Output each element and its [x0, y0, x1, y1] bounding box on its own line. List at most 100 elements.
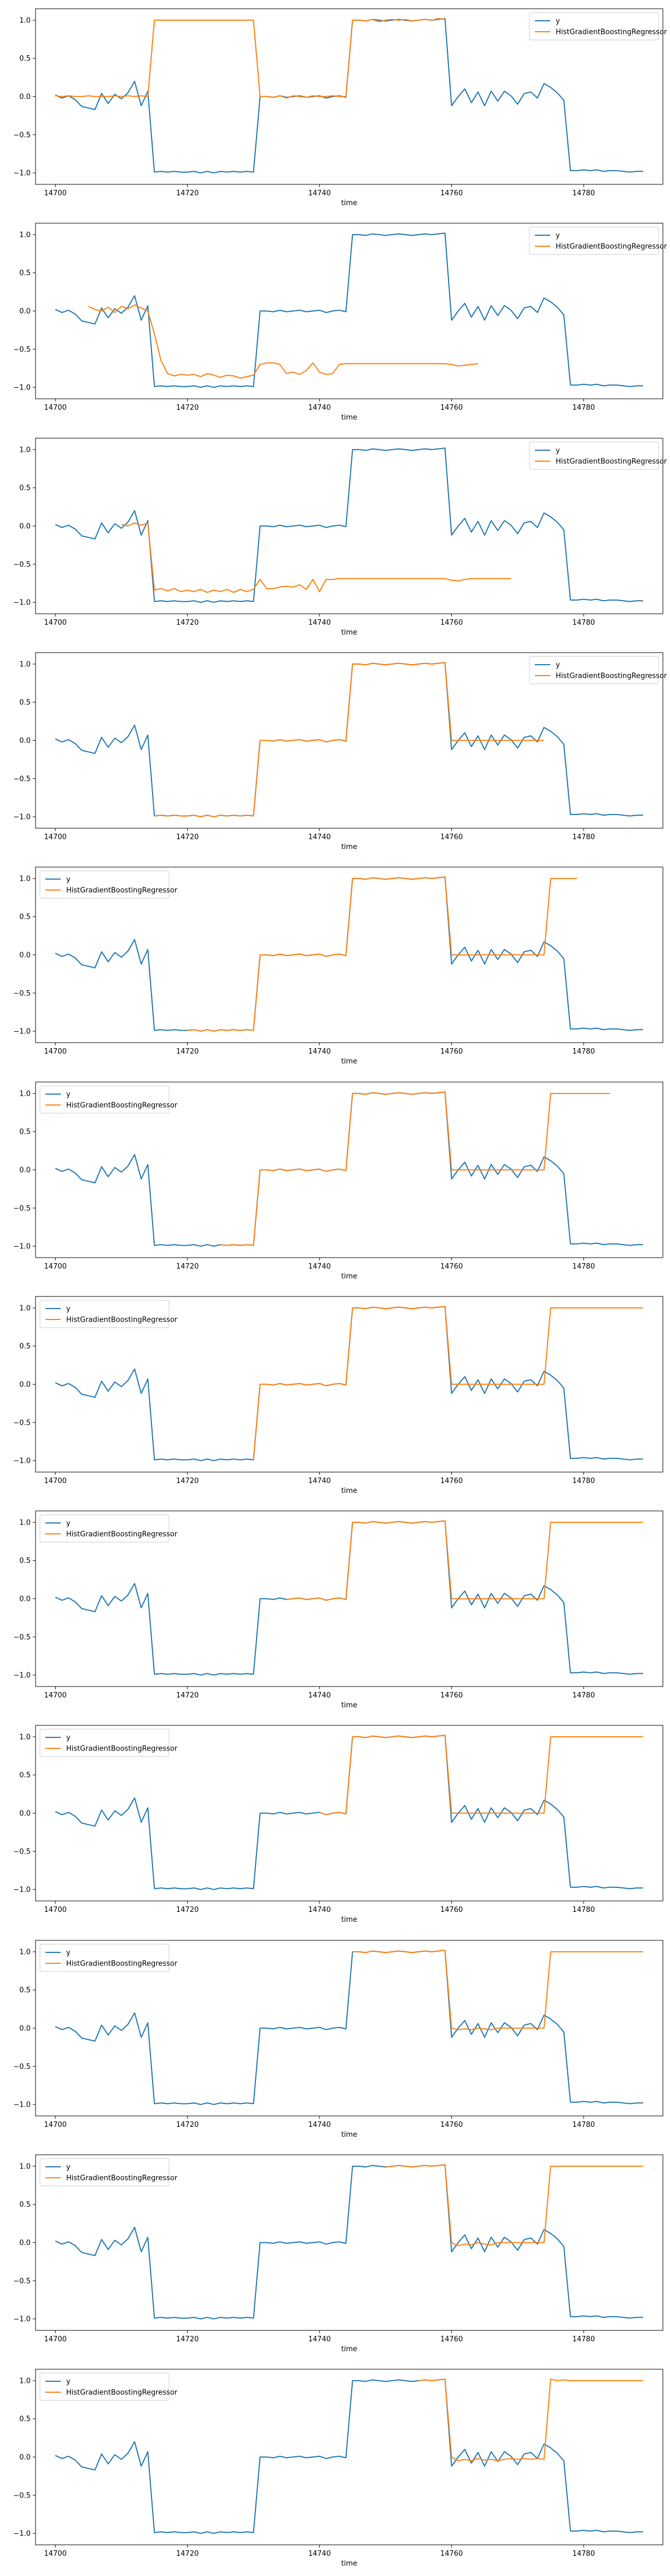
- x-tick-label: 14700: [44, 404, 67, 412]
- series-line-histgradientboostingregressor: [88, 304, 479, 379]
- x-tick-label: 14740: [308, 189, 330, 197]
- axes-frame: [35, 1940, 663, 2116]
- y-tick-label: 0.0: [19, 951, 31, 960]
- legend-label: HistGradientBoostingRegressor: [556, 672, 667, 680]
- legend-label: HistGradientBoostingRegressor: [66, 1101, 178, 1109]
- y-tick-label: 0.0: [19, 737, 31, 745]
- legend-label: y: [556, 446, 560, 455]
- x-tick-label: 14720: [176, 1906, 199, 1914]
- y-tick-label: 0.5: [19, 484, 31, 492]
- legend: y HistGradientBoostingRegressor: [39, 1514, 178, 1543]
- x-tick-label: 14760: [440, 619, 463, 627]
- legend: y HistGradientBoostingRegressor: [39, 2158, 178, 2187]
- x-tick-label: 14760: [440, 2121, 463, 2129]
- axes-frame: [35, 1510, 663, 1687]
- legend-label: y: [66, 1949, 71, 1957]
- legend-label: y: [66, 2378, 71, 2386]
- y-tick-label: −1.0: [13, 2316, 31, 2324]
- chart-svg: 14700 14720 14740 14760 14780 −1.0 −0.5 0.0 0.5 1…: [13, 1296, 663, 1495]
- legend-label: y: [66, 2164, 71, 2172]
- x-tick-label: 14740: [308, 833, 330, 841]
- chart-svg: 14700 14720 14740 14760 14780 −1.0 −0.5 0.0 0.5 1…: [13, 8, 667, 207]
- x-tick-label: 14780: [572, 1906, 595, 1914]
- chart-svg: 14700 14720 14740 14760 14780 −1.0 −0.5 0.0 0.5 1…: [13, 1725, 663, 1924]
- x-tick-label: 14720: [176, 404, 199, 412]
- x-axis-label: time: [341, 2560, 357, 2568]
- x-axis-label: time: [341, 1487, 357, 1495]
- chart-svg: 14700 14720 14740 14760 14780 −1.0 −0.5 0.0 0.5 1…: [13, 2369, 663, 2568]
- x-tick-label: 14780: [572, 1048, 595, 1056]
- legend-box: [529, 656, 659, 684]
- series-line-y: [55, 447, 643, 603]
- x-tick-label: 14760: [440, 2550, 463, 2558]
- series-line-y: [55, 1949, 643, 2105]
- chart-panel: 14700 14720 14740 14760 14780 −1.0 −0.5 0.0 0.5 1…: [0, 1075, 670, 1289]
- chart-svg: 14700 14720 14740 14760 14780 −1.0 −0.5 0.0 0.5 1…: [13, 1510, 663, 1709]
- x-tick-label: 14720: [176, 1691, 199, 1700]
- x-tick-label: 14720: [176, 1477, 199, 1485]
- series-line-histgradientboostingregressor: [154, 662, 544, 817]
- x-tick-label: 14740: [308, 1048, 330, 1056]
- y-tick-label: 0.0: [19, 522, 31, 531]
- legend-label: y: [66, 1305, 71, 1313]
- series-line-histgradientboostingregressor: [253, 1305, 643, 1460]
- y-tick-label: −1.0: [13, 1457, 31, 1465]
- legend: y HistGradientBoostingRegressor: [39, 1085, 178, 1113]
- x-tick-label: 14740: [308, 1477, 330, 1485]
- x-tick-label: 14700: [44, 189, 67, 197]
- legend-box: [39, 1514, 170, 1543]
- legend-label: y: [556, 18, 560, 26]
- x-axis-label: time: [341, 629, 357, 637]
- legend-label: HistGradientBoostingRegressor: [556, 457, 667, 466]
- legend-box: [529, 12, 659, 40]
- axes-frame: [35, 438, 663, 614]
- y-tick-label: −1.0: [13, 813, 31, 821]
- y-tick-label: −0.5: [13, 560, 31, 568]
- series-line-y: [55, 1735, 643, 1891]
- axes-frame: [35, 1725, 663, 1902]
- chart-svg: 14700 14720 14740 14760 14780 −1.0 −0.5 0.0 0.5 1…: [13, 652, 667, 851]
- x-tick-label: 14700: [44, 1906, 67, 1914]
- x-tick-label: 14760: [440, 1263, 463, 1271]
- legend-box: [39, 2373, 170, 2401]
- legend-label: HistGradientBoostingRegressor: [556, 28, 667, 37]
- x-tick-label: 14760: [440, 1906, 463, 1914]
- chart-panel: 14700 14720 14740 14760 14780 −1.0 −0.5 0.0 0.5 1…: [0, 1719, 670, 1932]
- chart-panel: 14700 14720 14740 14760 14780 −1.0 −0.5 0.0 0.5 1…: [0, 1290, 670, 1503]
- y-tick-label: 1.0: [19, 16, 31, 25]
- legend-label: HistGradientBoostingRegressor: [66, 1959, 178, 1968]
- axes-frame: [35, 1081, 663, 1258]
- y-tick-label: 0.0: [19, 1810, 31, 1818]
- y-tick-label: −0.5: [13, 1419, 31, 1427]
- x-tick-label: 14700: [44, 2121, 67, 2129]
- chart-panel: 14700 14720 14740 14760 14780 −1.0 −0.5 0.0 0.5 1…: [0, 646, 670, 859]
- y-tick-label: 1.0: [19, 2377, 31, 2386]
- y-tick-label: 1.0: [19, 660, 31, 668]
- chart-svg: 14700 14720 14740 14760 14780 −1.0 −0.5 0.0 0.5 1…: [13, 2154, 663, 2353]
- y-tick-label: 0.0: [19, 307, 31, 316]
- y-tick-label: 0.0: [19, 2239, 31, 2247]
- series-line-y: [55, 2379, 643, 2534]
- legend: y HistGradientBoostingRegressor: [39, 1300, 178, 1328]
- x-tick-label: 14720: [176, 619, 199, 627]
- legend-label: y: [556, 232, 560, 240]
- chart-panel: 14700 14720 14740 14760 14780 −1.0 −0.5 0.0 0.5 1…: [0, 2363, 670, 2576]
- y-tick-label: −0.5: [13, 775, 31, 783]
- legend-label: y: [556, 661, 560, 669]
- y-tick-label: 0.5: [19, 1772, 31, 1780]
- axes-frame: [35, 2369, 663, 2545]
- legend-box: [39, 1300, 170, 1328]
- y-tick-label: 1.0: [19, 2162, 31, 2171]
- series-line-y: [55, 232, 643, 388]
- chart-svg: 14700 14720 14740 14760 14780 −1.0 −0.5 0.0 0.5 1…: [13, 1081, 663, 1281]
- legend: y HistGradientBoostingRegressor: [39, 870, 178, 899]
- chart-panel: 14700 14720 14740 14760 14780 −1.0 −0.5 0.0 0.5 1…: [0, 2, 670, 216]
- y-tick-label: −1.0: [13, 2101, 31, 2109]
- legend: y HistGradientBoostingRegressor: [39, 2373, 178, 2401]
- legend-label: HistGradientBoostingRegressor: [66, 887, 178, 895]
- x-tick-label: 14720: [176, 833, 199, 841]
- chart-svg: 14700 14720 14740 14760 14780 −1.0 −0.5 0.0 0.5 1…: [13, 1940, 663, 2139]
- x-tick-label: 14780: [572, 1263, 595, 1271]
- x-tick-label: 14720: [176, 2121, 199, 2129]
